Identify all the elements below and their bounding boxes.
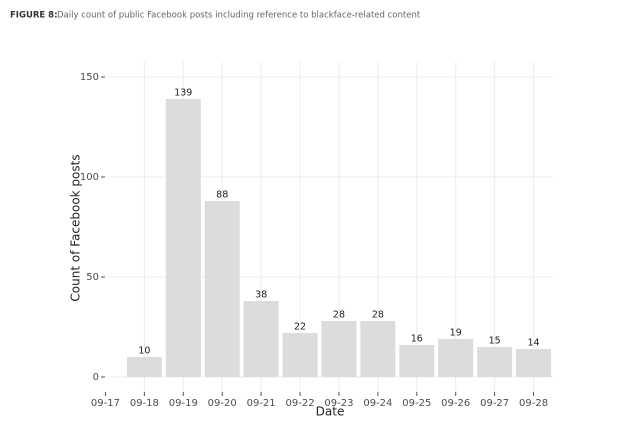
data-label: 139 xyxy=(174,88,192,99)
y-tick-label: 0 xyxy=(93,372,99,383)
bar xyxy=(282,333,318,377)
bar xyxy=(516,349,552,377)
x-tick-label: 09-20 xyxy=(208,398,237,409)
y-tick-label: 150 xyxy=(80,72,99,83)
x-tick-label: 09-19 xyxy=(169,398,198,409)
data-label: 28 xyxy=(372,310,384,321)
x-axis-title: Date xyxy=(316,405,345,419)
bar xyxy=(477,347,513,377)
x-tick-label: 09-24 xyxy=(363,398,392,409)
data-label: 16 xyxy=(411,334,423,345)
x-tick-label: 09-28 xyxy=(519,398,548,409)
data-label: 22 xyxy=(294,322,306,333)
bar xyxy=(126,357,162,377)
bar xyxy=(243,301,279,377)
data-label: 28 xyxy=(333,310,345,321)
bar xyxy=(399,345,435,377)
bar xyxy=(321,321,357,377)
bar xyxy=(204,201,240,377)
bar xyxy=(360,321,396,377)
data-label: 15 xyxy=(489,336,501,347)
x-tick-label: 09-22 xyxy=(286,398,315,409)
y-tick-label: 100 xyxy=(80,172,99,183)
x-tick-label: 09-18 xyxy=(130,398,159,409)
x-tick-label: 09-21 xyxy=(247,398,276,409)
figure-label: FIGURE 8: xyxy=(10,11,57,21)
data-label: 38 xyxy=(255,290,267,301)
x-tick-label: 09-25 xyxy=(402,398,431,409)
data-label: 10 xyxy=(138,346,150,357)
bar xyxy=(438,339,474,377)
x-tick-label: 09-17 xyxy=(91,398,120,409)
bar xyxy=(165,99,201,377)
data-label: 88 xyxy=(216,190,228,201)
x-tick-label: 09-27 xyxy=(480,398,509,409)
x-tick-label: 09-26 xyxy=(441,398,470,409)
x-tick-label: 09-23 xyxy=(324,398,353,409)
chart-title: Daily count of public Facebook posts inc… xyxy=(57,11,421,21)
y-axis-title: Count of Facebook posts xyxy=(69,154,83,301)
y-tick-label: 50 xyxy=(86,272,99,283)
data-label: 19 xyxy=(450,328,462,339)
data-label: 14 xyxy=(527,338,539,349)
